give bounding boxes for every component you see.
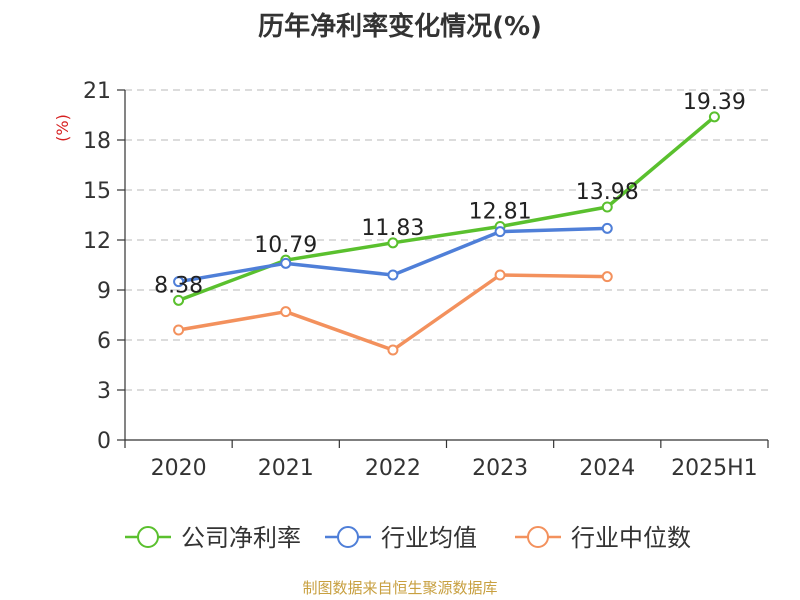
- y-tick-label: 0: [97, 429, 111, 454]
- data-label: 10.79: [254, 233, 317, 258]
- series-line-0: [177, 115, 716, 302]
- x-tick-label: 2020: [151, 456, 207, 481]
- legend-swatch-marker: [337, 526, 359, 548]
- y-tick-label: 6: [97, 329, 111, 354]
- legend-item: 行业均值: [381, 524, 477, 552]
- x-tick-label: 2024: [579, 456, 635, 481]
- y-tick-label: 9: [97, 279, 111, 304]
- data-point: [601, 201, 613, 213]
- y-tick-label: 21: [83, 79, 111, 104]
- data-point: [601, 271, 613, 283]
- data-point: [387, 237, 399, 249]
- legend-swatch-marker: [137, 526, 159, 548]
- data-label: 19.39: [683, 90, 746, 115]
- data-source: 制图数据来自恒生聚源数据库: [302, 579, 498, 597]
- data-label: 8.38: [154, 273, 203, 298]
- data-point: [494, 269, 506, 281]
- data-label: 11.83: [361, 216, 424, 241]
- x-tick-label: 2023: [472, 456, 528, 481]
- y-tick-label: 18: [83, 129, 111, 154]
- data-label: 12.81: [469, 200, 532, 225]
- y-tick-label: 15: [83, 179, 111, 204]
- x-tick-label: 2021: [258, 456, 314, 481]
- data-point: [708, 111, 720, 123]
- y-axis-label: (%): [53, 114, 72, 142]
- chart-title: 历年净利率变化情况(%): [258, 12, 542, 42]
- series-line-2: [178, 273, 608, 352]
- legend-swatch-marker: [527, 526, 549, 548]
- legend-item: 行业中位数: [571, 524, 691, 552]
- data-point: [173, 294, 185, 306]
- data-point: [173, 324, 185, 336]
- data-point: [387, 344, 399, 356]
- data-point: [173, 276, 185, 288]
- data-point: [601, 222, 613, 234]
- x-tick-label: 2022: [365, 456, 421, 481]
- data-point: [280, 306, 292, 318]
- x-tick-label: 2025H1: [671, 456, 758, 481]
- y-tick-label: 12: [83, 229, 111, 254]
- data-point: [280, 257, 292, 269]
- legend-item: 公司净利率: [181, 524, 301, 552]
- data-point: [494, 226, 506, 238]
- y-tick-label: 3: [97, 379, 111, 404]
- data-point: [387, 269, 399, 281]
- data-label: 13.98: [576, 180, 639, 205]
